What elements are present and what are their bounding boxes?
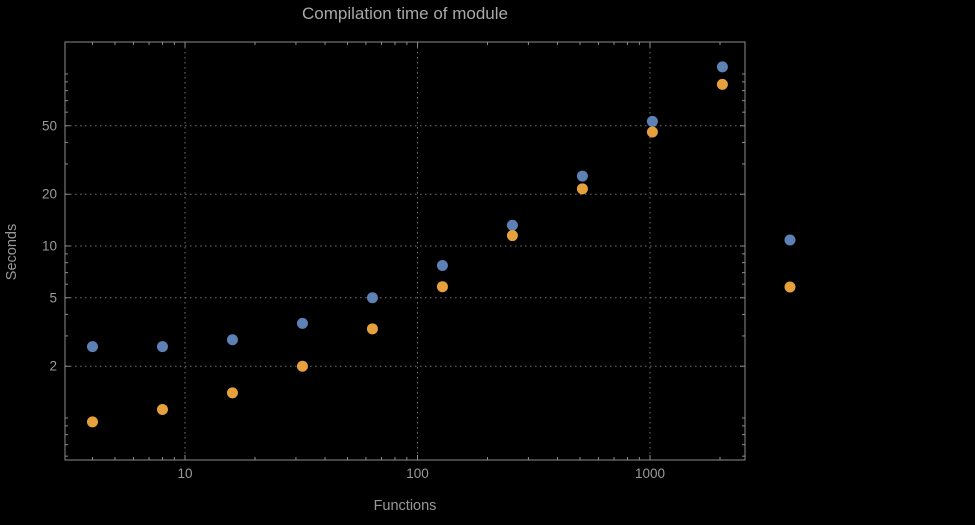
data-point-series-2-orange xyxy=(436,281,448,293)
data-point-series-2-orange xyxy=(156,404,168,416)
data-point-series-1-blue xyxy=(296,317,308,329)
x-tick-label: 1000 xyxy=(635,466,665,481)
data-point-series-1-blue xyxy=(366,292,378,304)
data-point-series-2-orange xyxy=(86,416,98,428)
x-tick-label: 100 xyxy=(406,466,429,481)
y-tick-label: 2 xyxy=(49,359,57,374)
chart-title: Compilation time of module xyxy=(302,4,508,23)
data-point-series-2-orange xyxy=(506,230,518,242)
y-tick-label: 50 xyxy=(42,118,57,133)
x-axis-label: Functions xyxy=(373,498,437,514)
y-tick-label: 10 xyxy=(42,239,57,254)
y-tick-label: 20 xyxy=(42,187,57,202)
data-point-series-1-blue xyxy=(716,61,728,73)
data-point-series-2-orange xyxy=(296,360,308,372)
data-point-series-2-orange xyxy=(576,183,588,195)
y-tick-label: 5 xyxy=(49,290,57,305)
legend-marker-series-1 xyxy=(784,234,796,246)
data-point-series-2-orange xyxy=(366,323,378,335)
legend-marker-series-2 xyxy=(784,281,796,293)
data-point-series-1-blue xyxy=(576,170,588,182)
data-point-series-2-orange xyxy=(226,387,238,399)
y-axis-label: Seconds xyxy=(4,223,20,281)
data-point-series-2-orange xyxy=(716,78,728,90)
plot-frame xyxy=(64,41,746,461)
x-tick-label: 10 xyxy=(177,466,192,481)
data-point-series-2-orange xyxy=(646,126,658,138)
data-point-series-1-blue xyxy=(436,260,448,272)
data-point-series-1-blue xyxy=(86,341,98,353)
data-point-series-1-blue xyxy=(156,341,168,353)
data-point-series-1-blue xyxy=(506,219,518,231)
data-point-series-1-blue xyxy=(226,334,238,346)
data-point-series-1-blue xyxy=(646,115,658,127)
